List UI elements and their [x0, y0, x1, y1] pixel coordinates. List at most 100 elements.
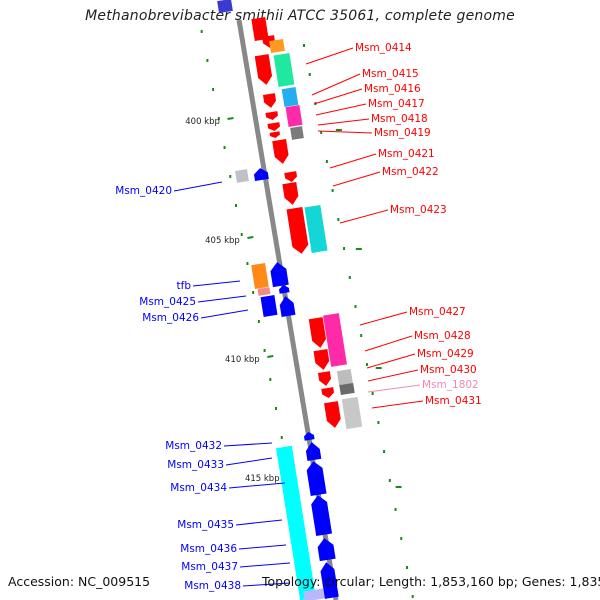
- scale-tick: [395, 486, 402, 488]
- scale-tick: [227, 117, 234, 121]
- gene-label: Msm_0420: [115, 185, 172, 197]
- gene-label: tfb: [177, 280, 192, 292]
- gene-forward: [284, 171, 298, 182]
- label-leader-line: [367, 369, 419, 382]
- label-leader-line: [366, 353, 416, 369]
- gene-label: Msm_0419: [374, 127, 431, 139]
- label-leader-line: [364, 335, 413, 352]
- label-leader-line: [242, 582, 291, 587]
- label-leader-line: [235, 519, 283, 526]
- guide-dot: [200, 30, 203, 33]
- gene-forward-outer: [323, 313, 347, 367]
- scale-tick: [355, 248, 362, 250]
- gene-forward: [282, 182, 299, 205]
- gene-reverse-outer: [257, 287, 271, 296]
- gene-label: Msm_0436: [180, 543, 237, 555]
- gene-label: Msm_0423: [390, 204, 447, 216]
- gene-reverse: [320, 562, 339, 599]
- accession-text: Accession: NC_009515: [8, 574, 151, 589]
- guide-dot: [257, 320, 260, 323]
- gene-features: [217, 0, 363, 600]
- guide-dot: [343, 247, 346, 250]
- guide-dot: [405, 566, 408, 569]
- gene-label: Msm_0434: [170, 482, 227, 494]
- label-leader-line: [197, 295, 247, 303]
- label-leader-line: [238, 544, 287, 550]
- scale-tick-label: 400 kbp: [185, 117, 220, 127]
- label-leader-line: [200, 309, 249, 319]
- guide-dot: [269, 378, 272, 381]
- label-leader-line: [329, 153, 377, 169]
- gene-reverse: [253, 168, 269, 182]
- gene-label: Msm_0430: [420, 364, 477, 376]
- guide-dot: [275, 407, 278, 410]
- label-leader-line: [332, 171, 381, 187]
- gene-reverse: [306, 461, 327, 497]
- gene-forward: [317, 371, 332, 386]
- gene-reverse-outer: [251, 263, 269, 289]
- label-leader-line: [359, 311, 408, 326]
- guide-dot: [411, 595, 414, 598]
- gene-reverse: [311, 495, 333, 537]
- scale-tick: [247, 236, 254, 240]
- guide-dot: [320, 131, 323, 134]
- gene-label: Msm_0425: [139, 296, 196, 308]
- gene-label: Msm_0432: [165, 440, 222, 452]
- gene-forward: [313, 349, 330, 370]
- gene-reverse: [217, 0, 233, 14]
- gene-forward: [251, 17, 269, 41]
- gene-forward: [308, 317, 327, 348]
- guide-dot: [400, 537, 403, 540]
- gene-forward-outer: [285, 105, 303, 127]
- gene-label: Msm_0414: [355, 42, 412, 54]
- gene-reverse: [303, 432, 315, 441]
- gene-label: Msm_0421: [378, 148, 435, 160]
- scale-tick-label: 410 kbp: [225, 355, 260, 365]
- label-leader-line: [317, 118, 370, 126]
- guide-dot: [212, 88, 215, 91]
- gene-forward: [265, 111, 278, 120]
- guide-dot: [365, 363, 368, 366]
- gene-reverse-outer: [303, 588, 325, 600]
- guide-dot: [263, 349, 266, 352]
- label-leader-line: [305, 47, 354, 65]
- guide-dot: [388, 479, 391, 482]
- guide-dot: [308, 73, 311, 76]
- guide-dot: [371, 392, 374, 395]
- gene-forward-outer: [336, 369, 354, 387]
- gene-forward: [324, 401, 341, 428]
- guide-dot: [360, 334, 363, 337]
- scale-tick: [267, 355, 274, 359]
- label-leader-line: [239, 562, 291, 568]
- guide-dot: [337, 218, 340, 221]
- label-leaders: [173, 47, 424, 587]
- gene-label: Msm_0416: [364, 83, 421, 95]
- gene-label: Msm_0426: [142, 312, 199, 324]
- label-leader-line: [317, 130, 373, 134]
- guide-dot: [229, 175, 232, 178]
- label-leader-line: [339, 209, 389, 224]
- map-title: Methanobrevibacter smithii ATCC 35061, c…: [85, 8, 515, 24]
- gene-forward: [262, 93, 277, 108]
- gene-label: Msm_0431: [425, 395, 482, 407]
- gene-label: Msm_0437: [181, 561, 238, 573]
- guide-dot: [331, 189, 334, 192]
- gene-reverse: [278, 285, 290, 294]
- gene-label: Msm_1802: [422, 379, 479, 391]
- gene-forward-outer: [281, 87, 299, 107]
- gene-forward: [286, 207, 309, 254]
- gene-label: Msm_0428: [414, 330, 471, 342]
- gene-reverse: [305, 442, 322, 461]
- gene-label: Msm_0433: [167, 459, 224, 471]
- gene-forward: [321, 387, 335, 398]
- guide-dot: [217, 117, 220, 120]
- guide-dot: [303, 44, 306, 47]
- gene-label: Msm_0422: [382, 166, 439, 178]
- gene-label: Msm_0435: [177, 519, 234, 531]
- label-leader-line: [228, 482, 286, 489]
- guide-dot: [234, 204, 237, 207]
- scale-tick-label: 405 kbp: [205, 236, 240, 246]
- guide-dot: [354, 305, 357, 308]
- guide-dot: [240, 233, 243, 236]
- label-leader-line: [225, 457, 273, 466]
